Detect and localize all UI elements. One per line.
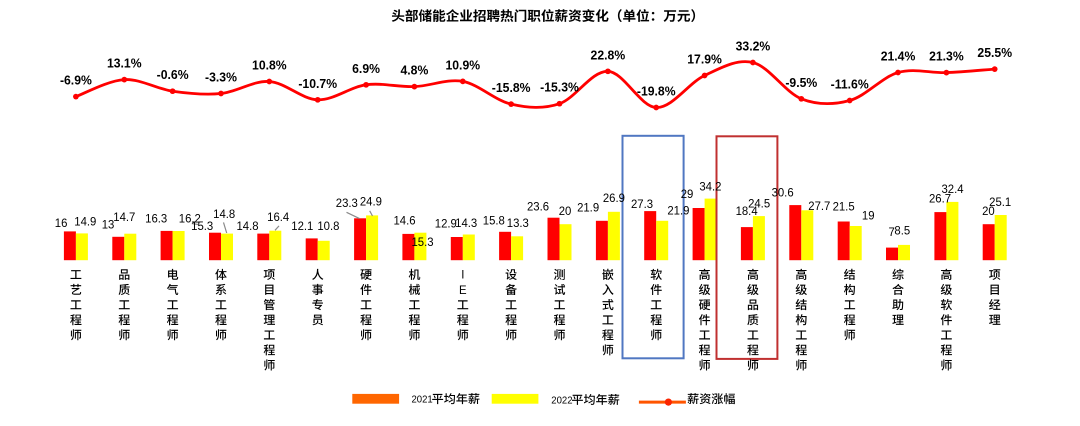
svg-text:21.3%: 21.3% — [929, 49, 964, 63]
svg-text:12.1: 12.1 — [291, 220, 313, 233]
svg-text:-10.7%: -10.7% — [298, 76, 337, 90]
svg-text:8.5: 8.5 — [894, 224, 910, 237]
svg-text:15.8: 15.8 — [483, 214, 505, 227]
svg-text:6.9%: 6.9% — [352, 62, 380, 76]
svg-text:-3.3%: -3.3% — [205, 70, 237, 84]
svg-text:E: E — [459, 284, 467, 297]
svg-text:-9.5%: -9.5% — [785, 75, 817, 89]
svg-text:16.4: 16.4 — [267, 211, 289, 224]
svg-text:-15.8%: -15.8% — [492, 81, 531, 95]
svg-text:25.5%: 25.5% — [977, 46, 1012, 60]
svg-text:-6.9%: -6.9% — [60, 73, 92, 87]
svg-text:24.5: 24.5 — [748, 197, 770, 210]
svg-text:26.9: 26.9 — [603, 192, 625, 205]
svg-text:14.6: 14.6 — [393, 214, 415, 227]
svg-text:-19.8%: -19.8% — [637, 84, 676, 98]
svg-text:-15.3%: -15.3% — [540, 80, 579, 94]
svg-text:7: 7 — [888, 226, 894, 239]
svg-text:18.4: 18.4 — [736, 205, 758, 218]
svg-text:16.3: 16.3 — [145, 212, 167, 225]
svg-text:15.3: 15.3 — [191, 220, 213, 233]
svg-text:20: 20 — [982, 204, 995, 217]
svg-text:2022: 2022 — [551, 395, 573, 407]
svg-text:29: 29 — [681, 188, 694, 201]
svg-text:14.3: 14.3 — [455, 217, 477, 230]
svg-text:14.8: 14.8 — [236, 219, 258, 232]
svg-text:26.7: 26.7 — [929, 192, 951, 205]
svg-text:-11.6%: -11.6% — [831, 77, 869, 91]
svg-text:16: 16 — [55, 217, 68, 230]
svg-text:19: 19 — [862, 209, 875, 222]
svg-text:I: I — [461, 268, 464, 281]
svg-text:16.2: 16.2 — [179, 212, 201, 225]
svg-text:22.8%: 22.8% — [591, 48, 626, 62]
svg-text:17.9%: 17.9% — [687, 52, 722, 66]
svg-text:14.7: 14.7 — [113, 211, 135, 224]
svg-text:13: 13 — [102, 218, 115, 231]
svg-text:21.4%: 21.4% — [881, 49, 916, 63]
svg-text:2021: 2021 — [412, 394, 434, 406]
svg-text:23.3: 23.3 — [336, 197, 358, 210]
svg-text:21.5: 21.5 — [833, 200, 855, 213]
svg-text:27.7: 27.7 — [808, 200, 830, 213]
svg-text:12.9: 12.9 — [435, 217, 457, 230]
svg-text:10.8%: 10.8% — [252, 58, 287, 72]
svg-text:4.8%: 4.8% — [400, 63, 428, 77]
svg-text:15.3: 15.3 — [411, 236, 433, 249]
svg-text:10.9%: 10.9% — [445, 58, 480, 72]
svg-text:30.6: 30.6 — [772, 186, 794, 199]
svg-text:14.9: 14.9 — [74, 215, 96, 228]
svg-text:25.1: 25.1 — [989, 196, 1011, 209]
svg-text:-0.6%: -0.6% — [157, 68, 189, 82]
svg-text:23.6: 23.6 — [527, 200, 549, 213]
svg-text:20: 20 — [559, 205, 572, 218]
svg-text:13.1%: 13.1% — [107, 56, 142, 70]
svg-text:21.9: 21.9 — [577, 201, 599, 214]
svg-text:27.3: 27.3 — [631, 197, 653, 210]
svg-text:21.9: 21.9 — [667, 204, 689, 217]
svg-text:10.8: 10.8 — [317, 220, 339, 233]
svg-text:32.4: 32.4 — [941, 183, 963, 196]
svg-text:33.2%: 33.2% — [736, 39, 771, 53]
svg-text:14.8: 14.8 — [213, 208, 235, 221]
svg-text:34.2: 34.2 — [699, 180, 721, 193]
svg-text:13.3: 13.3 — [507, 217, 529, 230]
svg-text:24.9: 24.9 — [360, 195, 382, 208]
